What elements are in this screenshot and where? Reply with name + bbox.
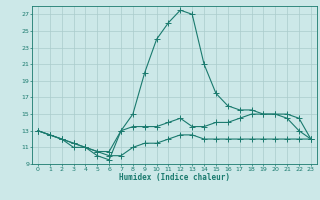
X-axis label: Humidex (Indice chaleur): Humidex (Indice chaleur) xyxy=(119,173,230,182)
